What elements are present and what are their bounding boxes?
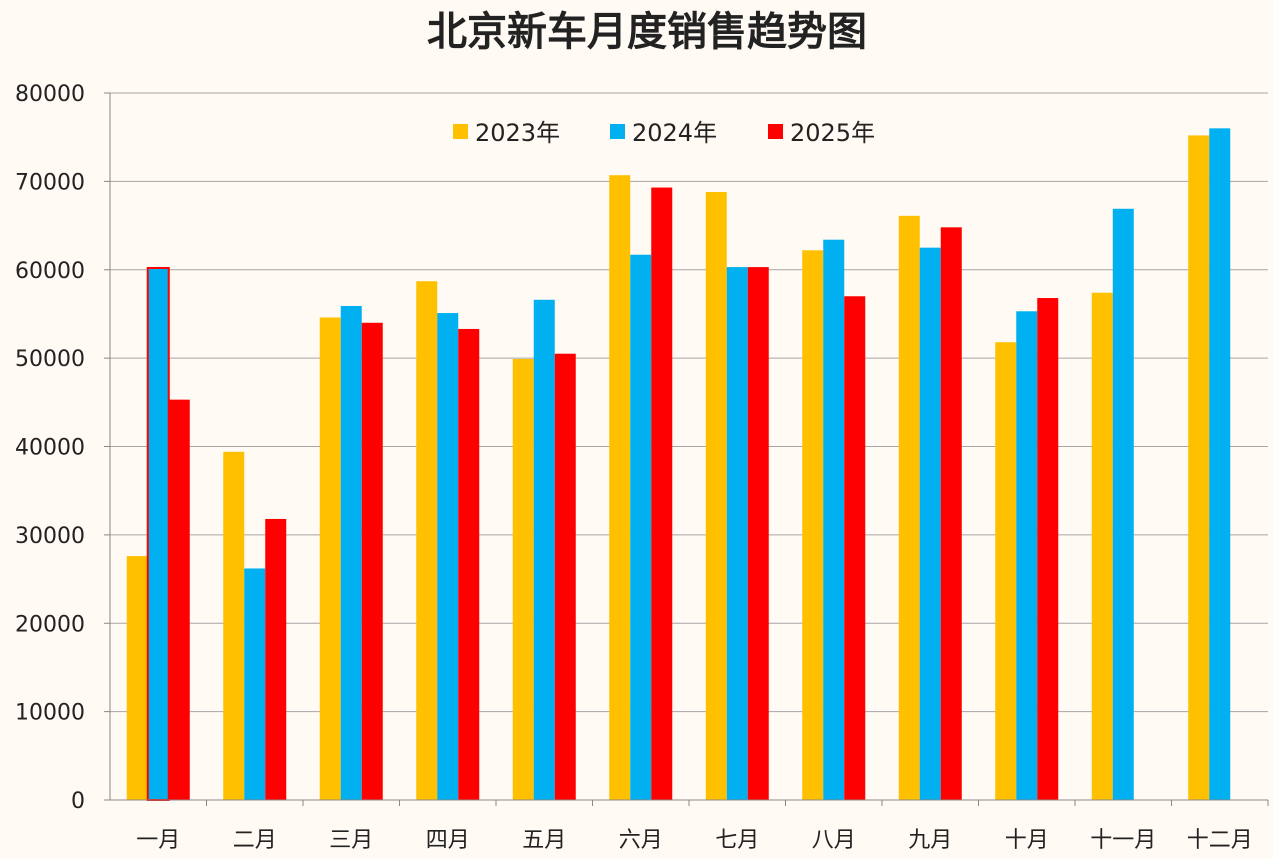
x-tick-label: 十月 <box>1005 828 1049 853</box>
y-tick-label: 70000 <box>15 170 85 195</box>
legend-swatch-2025年 <box>768 124 783 139</box>
legend-label: 2025年 <box>790 119 875 147</box>
x-tick-label: 八月 <box>812 828 856 853</box>
bar-2023年-十二月 <box>1188 135 1210 801</box>
bar-2024年-九月 <box>919 247 941 800</box>
bar-2024年-五月 <box>533 299 555 800</box>
bar-2025年-五月 <box>554 353 576 800</box>
legend-swatch-2024年 <box>610 124 625 139</box>
legend-label: 2023年 <box>475 119 560 147</box>
bar-2023年-一月 <box>126 556 148 800</box>
y-tick-label: 60000 <box>15 259 85 284</box>
chart-title: 北京新车月度销售趋势图 <box>427 9 867 55</box>
x-tick-label: 十二月 <box>1187 828 1253 853</box>
y-tick-label: 10000 <box>15 701 85 726</box>
y-tick-label: 0 <box>71 789 85 814</box>
bar-2025年-十月 <box>1037 298 1059 800</box>
bar-2024年-八月 <box>823 239 845 800</box>
x-tick-label: 三月 <box>329 828 373 853</box>
bar-2023年-十一月 <box>1091 292 1113 800</box>
bar-2025年-八月 <box>844 296 866 800</box>
bar-2025年-六月 <box>651 187 673 800</box>
y-tick-label: 40000 <box>15 436 85 461</box>
bar-2023年-四月 <box>416 281 438 800</box>
bar-2025年-二月 <box>265 518 287 800</box>
legend-swatch-2023年 <box>453 124 468 139</box>
x-tick-label: 七月 <box>715 828 759 853</box>
legend-label: 2024年 <box>632 119 717 147</box>
x-tick-label: 四月 <box>426 828 470 853</box>
bar-2023年-七月 <box>705 191 727 801</box>
y-tick-label: 20000 <box>15 612 85 637</box>
bar-2023年-三月 <box>319 317 341 800</box>
bar-2025年-一月 <box>168 399 190 800</box>
x-tick-label: 一月 <box>136 828 180 853</box>
y-tick-label: 80000 <box>15 82 85 107</box>
bar-2024年-十一月 <box>1112 208 1134 801</box>
bar-2025年-九月 <box>940 227 962 800</box>
bar-2025年-四月 <box>458 328 480 800</box>
x-tick-label: 二月 <box>233 828 277 853</box>
bar-2024年-六月 <box>630 254 652 800</box>
y-tick-label: 50000 <box>15 347 85 372</box>
bar-2024年-四月 <box>437 313 459 800</box>
bar-2023年-八月 <box>802 250 824 800</box>
x-tick-label: 十一月 <box>1090 828 1156 853</box>
bar-2024年-十二月 <box>1209 128 1231 801</box>
x-tick-label: 九月 <box>908 828 952 853</box>
x-tick-label: 六月 <box>619 828 663 853</box>
bar-2023年-六月 <box>609 175 631 801</box>
bar-2023年-十月 <box>995 342 1017 800</box>
bar-2024年-十月 <box>1016 311 1038 800</box>
bar-2024年-二月 <box>244 568 266 800</box>
bar-2024年-三月 <box>340 305 362 800</box>
bar-2023年-五月 <box>512 359 534 800</box>
bar-2024年-一月 <box>146 266 170 802</box>
bar-2025年-三月 <box>361 322 383 800</box>
bar-2024年-七月 <box>726 267 748 800</box>
y-tick-label: 30000 <box>15 524 85 549</box>
bar-2025年-七月 <box>747 267 769 800</box>
x-tick-label: 五月 <box>522 828 566 853</box>
bar-2023年-二月 <box>223 451 245 800</box>
bar-2023年-九月 <box>898 215 920 800</box>
